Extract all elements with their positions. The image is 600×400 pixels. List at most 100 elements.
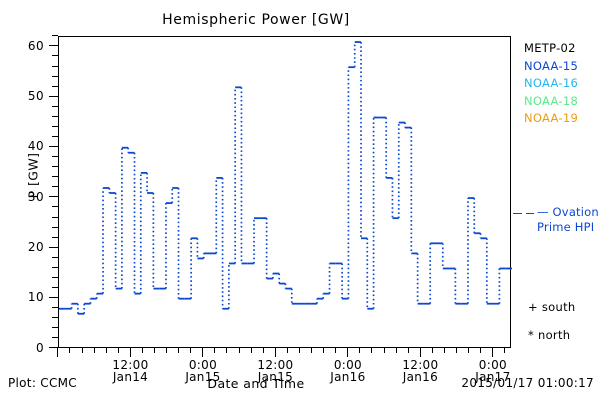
- legend: METP-02 NOAA-15 NOAA-16 NOAA-18 NOAA-19: [524, 40, 600, 128]
- y-axis-tick-minor: [52, 286, 58, 288]
- x-axis-tick-minor: [190, 348, 192, 353]
- x-axis-tick-major: [347, 348, 349, 357]
- legend-item-label-line: — Ovation: [537, 205, 599, 219]
- y-axis-tick-major: [49, 45, 58, 47]
- x-axis-tick-minor: [262, 348, 264, 353]
- x-axis-tick-major: [274, 348, 276, 357]
- x-axis-tick-minor: [141, 348, 143, 353]
- x-axis-tick-minor: [323, 348, 325, 353]
- y-axis-tick-minor: [52, 276, 58, 278]
- plot-source: Plot: CCMC: [8, 376, 77, 390]
- x-axis-tick-label: 0:00 Jan17: [453, 358, 533, 384]
- x-axis-tick-major: [492, 348, 494, 357]
- x-axis-tick-date: Jan15: [257, 369, 294, 384]
- y-axis-tick-label: 20: [27, 239, 44, 254]
- x-axis-label: Date and Time: [207, 376, 305, 391]
- x-axis-tick-minor: [371, 348, 373, 353]
- x-axis-tick-minor: [238, 348, 240, 353]
- x-axis-tick-minor: [166, 348, 168, 353]
- plot-timestamp: 2015/01/17 01:00:17: [461, 376, 594, 390]
- y-axis-tick-minor: [52, 186, 58, 188]
- y-axis-tick-major: [49, 145, 58, 147]
- x-axis-tick-minor: [117, 348, 119, 353]
- y-axis-tick-label: 50: [27, 88, 44, 103]
- x-axis-tick-minor: [443, 348, 445, 353]
- legend-item-noaa-19: NOAA-19: [524, 111, 579, 125]
- x-axis-tick-time: 12:00: [112, 358, 149, 372]
- x-axis-tick-major: [419, 348, 421, 357]
- y-axis-tick-minor: [52, 65, 58, 67]
- y-axis-tick-minor: [52, 176, 58, 178]
- x-axis-tick-major: [129, 348, 131, 357]
- x-axis-tick-minor: [298, 348, 300, 353]
- x-axis-tick-minor: [335, 348, 337, 353]
- x-axis-tick-label: 12:00 Jan15: [235, 358, 315, 384]
- legend-item-metp-02: METP-02: [524, 41, 576, 55]
- y-axis-tick-minor: [52, 115, 58, 117]
- y-axis-tick-minor: [52, 75, 58, 77]
- x-axis-tick-time: 12:00: [402, 358, 439, 372]
- x-axis-tick-minor: [286, 348, 288, 353]
- x-axis-tick-time: 12:00: [257, 358, 294, 372]
- x-axis: [57, 348, 513, 360]
- x-axis-tick-minor: [504, 348, 506, 353]
- y-axis-tick-label: 40: [27, 139, 44, 154]
- dash-icon: [526, 213, 534, 214]
- x-axis-tick-minor: [105, 348, 107, 353]
- x-axis-tick-minor: [311, 348, 313, 353]
- legend-item-noaa-18: NOAA-18: [524, 93, 579, 108]
- plot-area: [58, 36, 512, 348]
- x-axis-tick-major: [202, 348, 204, 357]
- data-series-ovation-prime-hpi: [59, 41, 512, 315]
- y-axis-tick-minor: [52, 236, 58, 238]
- legend-item-label: — Ovation Prime HPI: [537, 205, 599, 235]
- x-axis-tick-major: [57, 348, 59, 357]
- x-axis-tick-date: Jan16: [402, 369, 439, 384]
- dash-icon: [513, 213, 522, 214]
- x-axis-tick-minor: [69, 348, 71, 353]
- x-axis-tick-date: Jan14: [112, 369, 149, 384]
- y-axis-tick-minor: [52, 166, 58, 168]
- x-axis-tick-minor: [153, 348, 155, 353]
- x-axis-tick-date: Jan17: [475, 369, 511, 384]
- y-axis-tick-label: 0: [35, 340, 44, 355]
- y-axis-tick-major: [49, 347, 58, 349]
- x-axis-tick-label: 12:00 Jan14: [90, 358, 170, 384]
- x-axis-tick-minor: [178, 348, 180, 353]
- x-axis-tick-label: 0:00 Jan16: [308, 359, 388, 383]
- x-axis-tick-minor: [250, 348, 252, 353]
- x-axis-tick-minor: [480, 348, 482, 353]
- y-axis-tick-minor: [52, 216, 58, 218]
- x-axis-tick-label: 12:00 Jan16: [380, 358, 460, 384]
- y-axis-tick-minor: [52, 337, 58, 339]
- y-axis-tick-minor: [52, 55, 58, 57]
- legend-item-noaa-15: NOAA-15: [524, 58, 579, 73]
- page-title: Hemispheric Power [GW]: [162, 12, 350, 28]
- y-axis-tick-minor: [52, 256, 58, 258]
- y-axis-tick-minor: [52, 105, 58, 107]
- y-axis-tick-minor: [52, 317, 58, 319]
- y-axis-tick-major: [49, 246, 58, 248]
- x-axis-tick-minor: [81, 348, 83, 353]
- y-axis: P [GW] 0 10 20 30 40 50 60: [0, 0, 58, 400]
- x-axis-tick-minor: [407, 348, 409, 353]
- y-axis-tick-minor: [52, 125, 58, 127]
- y-axis-tick-label: 60: [27, 38, 44, 53]
- legend-marker-south: + south: [528, 300, 576, 314]
- y-axis-tick-minor: [52, 35, 58, 37]
- legend-item-label-line: Prime HPI: [537, 220, 595, 234]
- x-axis-tick-time: 0:00: [478, 358, 507, 372]
- y-axis-tick-label: 10: [27, 290, 44, 305]
- y-axis-tick-minor: [52, 156, 58, 158]
- legend-item-noaa-16: NOAA-16: [524, 76, 579, 90]
- x-axis-tick-minor: [383, 348, 385, 353]
- y-axis-tick-minor: [52, 135, 58, 137]
- y-axis-tick-minor: [52, 327, 58, 329]
- x-axis-tick-label: 0:00 Jan15: [163, 358, 243, 384]
- x-axis-tick-minor: [455, 348, 457, 353]
- x-axis-tick-minor: [468, 348, 470, 353]
- y-axis-tick-major: [49, 95, 58, 97]
- x-axis-tick-date: Jan15: [185, 369, 221, 384]
- y-axis-tick-minor: [52, 85, 58, 87]
- x-axis-tick-time: 0:00: [188, 358, 218, 372]
